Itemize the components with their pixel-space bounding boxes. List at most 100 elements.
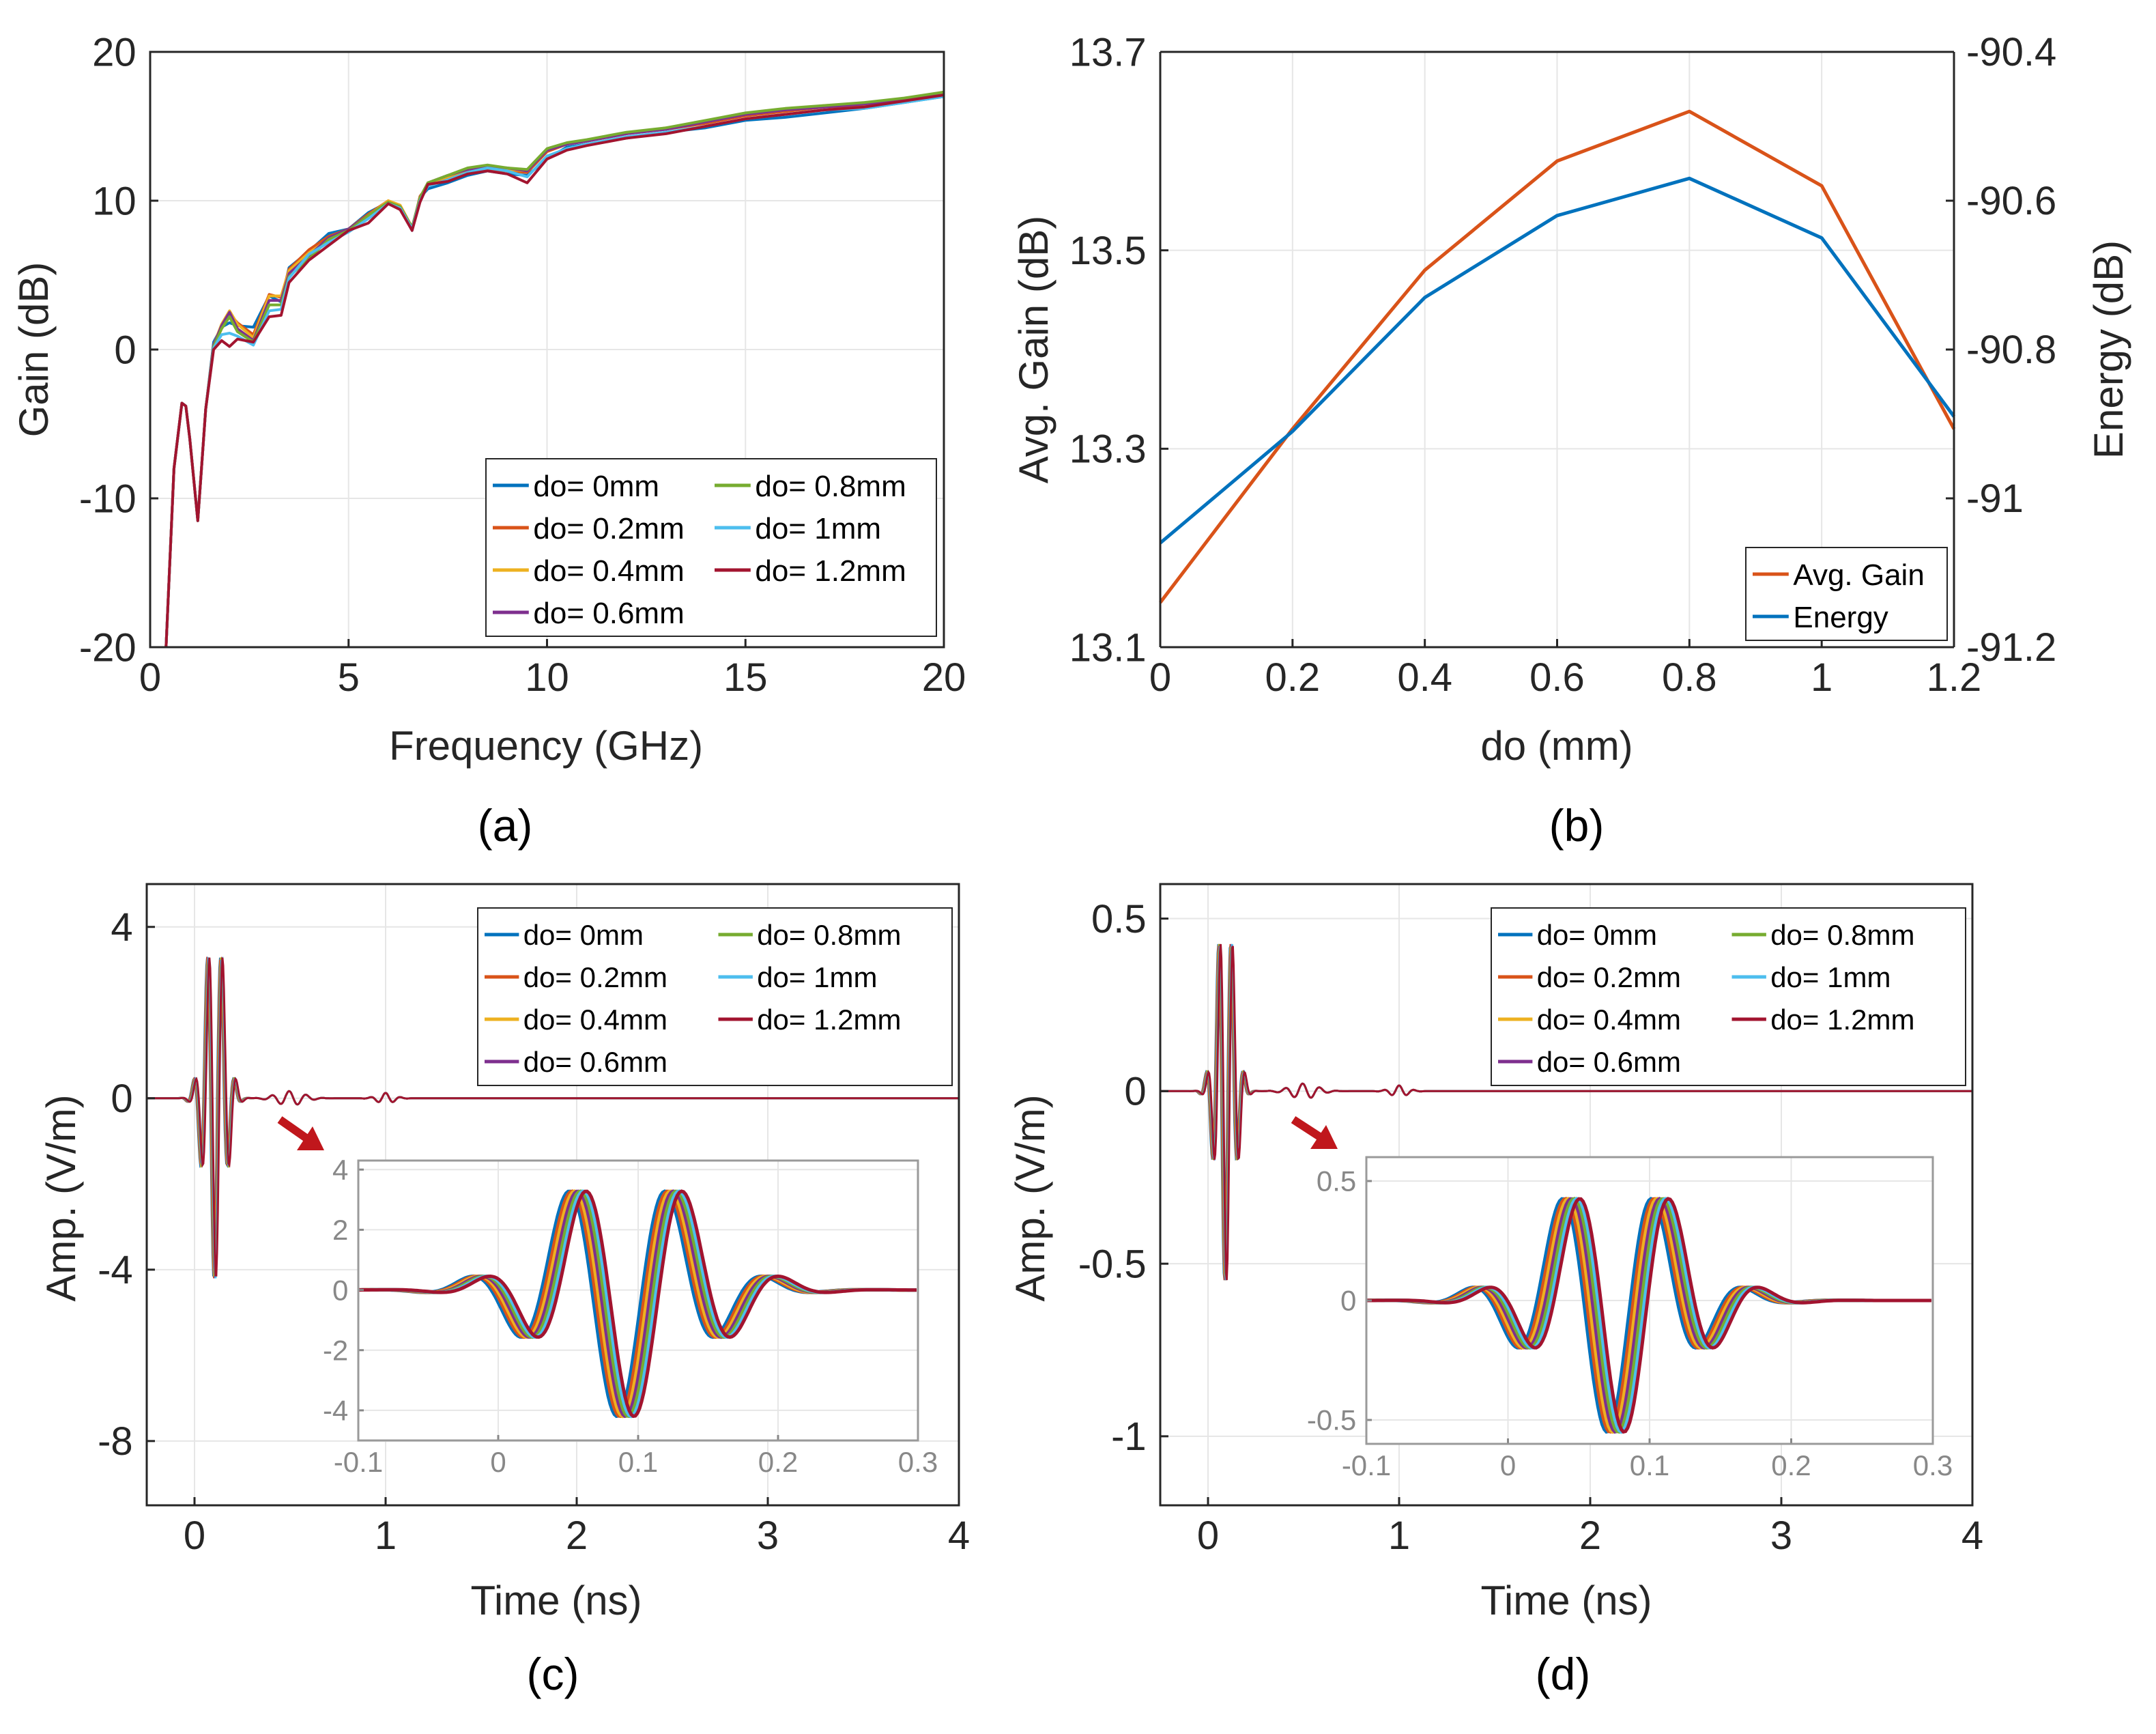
panel-c-legend-box xyxy=(477,907,953,1086)
panel-d-legend-label: do= 0.4mm xyxy=(1537,1004,1681,1036)
panel-d-series-line xyxy=(1160,943,1972,1281)
panel-d-legend-box xyxy=(1491,907,1966,1086)
panel-a-legend-label: do= 0mm xyxy=(533,470,659,503)
panel-c-inset: -0.1 0 0.1 0.2 0.3 -4 -2 0 2 4 xyxy=(323,1154,938,1478)
panel-a-gain-vs-frequency: 0 5 10 15 20 -20 -10 0 10 20 Frequency (GHz) Gain… xyxy=(11,30,966,851)
panel-b-xlabel: do (mm) xyxy=(1480,723,1633,769)
panel-c-legend-label: do= 0.8mm xyxy=(757,919,901,951)
panel-b-ylabel: Avg. Gain (dB) xyxy=(1011,216,1057,483)
panel-b-y2tick-label: -91.2 xyxy=(1966,625,2056,670)
panel-b-xtick-label: 0.4 xyxy=(1397,655,1452,700)
panel-d-legend-label: do= 1.2mm xyxy=(1770,1004,1914,1036)
panel-c-legend-label: do= 0.4mm xyxy=(523,1004,667,1036)
panel-c-arrow-shaft xyxy=(277,1116,310,1142)
panel-d-frame xyxy=(1159,883,1974,1507)
panel-a-legend-label: do= 0.2mm xyxy=(533,512,684,545)
panel-b-ytick-label: 13.5 xyxy=(1069,229,1147,273)
panel-c-legend: do= 0mm do= 0.2mm do= 0.4mm do= 0.6mm do= 0.… xyxy=(477,907,953,1086)
panel-a-xtick-label: 10 xyxy=(525,655,569,700)
panel-c-inset-series-line xyxy=(358,1189,917,1419)
panel-a-ylabel: Gain (dB) xyxy=(11,262,57,438)
panel-d-xtick-label: 4 xyxy=(1961,1513,1983,1558)
panel-a-legend-box xyxy=(485,458,937,637)
panel-b-avg-gain-energy: 0 0.2 0.4 0.6 0.8 1 1.2 13.1 13.3 13.5 13.7 -91.2 -9… xyxy=(1011,30,2131,851)
panel-d-legend-label: do= 1mm xyxy=(1770,961,1891,993)
panel-d-time-domain: 0 1 2 3 4 -1 -0.5 0 0.5 Time (ns) Amp. (V/m) (d)… xyxy=(1007,883,1983,1699)
panel-d-inset-ytick-label: -0.5 xyxy=(1307,1404,1356,1436)
panel-d-xtick-label: 1 xyxy=(1388,1513,1410,1558)
panel-c-inset-xtick-label: 0.2 xyxy=(758,1446,798,1478)
panel-c-inset-ytick-label: -4 xyxy=(323,1395,348,1427)
panel-d-xtick-label: 2 xyxy=(1579,1513,1601,1558)
panel-c-ticks: 0 1 2 3 4 -8 -4 0 4 xyxy=(98,905,970,1558)
panel-c-legend-label: do= 1.2mm xyxy=(757,1004,901,1036)
panel-c-inset-ytick-label: -2 xyxy=(323,1334,348,1366)
panel-b-legend: Avg. Gain Energy xyxy=(1745,547,1948,641)
panel-b-y2tick-label: -91 xyxy=(1966,477,2024,521)
panel-c-ytick-label: 4 xyxy=(111,905,132,950)
panel-d-xtick-label: 0 xyxy=(1197,1513,1219,1558)
panel-c-inset-xtick-label: 0.1 xyxy=(618,1446,658,1478)
panel-d-inset-ytick-label: 0 xyxy=(1340,1285,1356,1317)
panel-a-ytick-label: 10 xyxy=(92,179,136,223)
panel-d-arrow-shaft xyxy=(1291,1115,1323,1141)
panel-a-legend-label: do= 0.8mm xyxy=(755,470,906,503)
panel-d-inset-xtick-label: 0 xyxy=(1500,1449,1516,1481)
panel-a-legend-label: do= 0.6mm xyxy=(533,597,684,630)
panel-c-zoom-arrow xyxy=(277,1116,324,1150)
panel-d-legend: do= 0mm do= 0.2mm do= 0.4mm do= 0.6mm do= 0.… xyxy=(1491,907,1966,1086)
panel-d-ytick-label: -1 xyxy=(1111,1415,1147,1459)
panel-c-ytick-label: -8 xyxy=(98,1419,133,1464)
panel-b-legend-label: Avg. Gain xyxy=(1793,558,1924,592)
panel-d-ytick-label: -0.5 xyxy=(1078,1242,1147,1286)
panel-d-inset-lines xyxy=(1366,1197,1931,1434)
panel-b-y2label: Energy (dB) xyxy=(2086,240,2131,459)
panel-c-legend-label: do= 0.6mm xyxy=(523,1046,667,1078)
panel-c-legend-label: do= 1mm xyxy=(757,961,877,993)
panel-c-inset-xtick-label: -0.1 xyxy=(334,1446,383,1478)
panel-a-ytick-label: 20 xyxy=(92,30,136,74)
panel-d-ylabel: Amp. (V/m) xyxy=(1007,1094,1053,1301)
panel-a-series-line xyxy=(164,94,945,648)
panel-d-ticks: 0 1 2 3 4 -1 -0.5 0 0.5 xyxy=(1078,897,1983,1558)
panel-b-legend-box xyxy=(1745,547,1948,641)
panel-a-xlabel: Frequency (GHz) xyxy=(389,723,703,769)
panel-d-inset-xtick-label: 0.3 xyxy=(1913,1449,1953,1481)
panel-c-ytick-label: 0 xyxy=(111,1077,132,1121)
panel-d-xlabel: Time (ns) xyxy=(1480,1578,1652,1623)
panel-d-zoom-arrow xyxy=(1291,1115,1338,1149)
panel-c-inset-ytick-label: 0 xyxy=(332,1274,348,1306)
panel-c-xtick-label: 1 xyxy=(375,1513,397,1558)
panel-d-legend-label: do= 0mm xyxy=(1537,919,1657,951)
panel-b-xtick-label: 0.8 xyxy=(1662,655,1717,700)
panel-a-xtick-label: 5 xyxy=(338,655,360,700)
panel-c-inset-ticks: -0.1 0 0.1 0.2 0.3 -4 -2 0 2 4 xyxy=(323,1154,938,1478)
panel-d-caption: (d) xyxy=(1536,1649,1591,1699)
panel-d-inset-xtick-label: -0.1 xyxy=(1342,1449,1391,1481)
panel-d-inset-xtick-label: 0.1 xyxy=(1630,1449,1669,1481)
panel-d-inset-xtick-label: 0.2 xyxy=(1771,1449,1811,1481)
panel-c-legend-label: do= 0mm xyxy=(523,919,644,951)
panel-c-inset-xtick-label: 0.3 xyxy=(898,1446,938,1478)
panel-b-xtick-label: 0.2 xyxy=(1265,655,1321,700)
panel-d-inset-border xyxy=(1365,1156,1934,1445)
panel-d-xtick-label: 3 xyxy=(1770,1513,1792,1558)
panel-a-ytick-label: -20 xyxy=(79,625,136,670)
panel-a-legend-label: do= 1mm xyxy=(755,512,881,545)
panel-c-inset-lines xyxy=(358,1189,917,1419)
panel-d-ytick-label: 0.5 xyxy=(1091,897,1147,941)
panel-b-xtick-label: 0 xyxy=(1149,655,1171,700)
panel-b-caption: (b) xyxy=(1549,800,1605,851)
panel-a-lines xyxy=(164,90,945,648)
panel-d-inset-ticks: -0.1 0 0.1 0.2 0.3 -0.5 0 0.5 xyxy=(1307,1165,1953,1482)
panel-a-legend-label: do= 0.4mm xyxy=(533,554,684,588)
panel-d-inset: -0.1 0 0.1 0.2 0.3 -0.5 0 0.5 xyxy=(1307,1156,1953,1482)
panel-a-xtick-label: 20 xyxy=(922,655,966,700)
panel-d-legend-label: do= 0.6mm xyxy=(1537,1046,1681,1078)
panel-b-series-energy xyxy=(1159,176,1956,545)
panel-c-ylabel: Amp. (V/m) xyxy=(38,1094,84,1301)
panel-c-inset-ytick-label: 4 xyxy=(332,1154,348,1186)
panel-c-series-line xyxy=(147,957,959,1277)
panel-b-xtick-label: 1.2 xyxy=(1927,655,1982,700)
